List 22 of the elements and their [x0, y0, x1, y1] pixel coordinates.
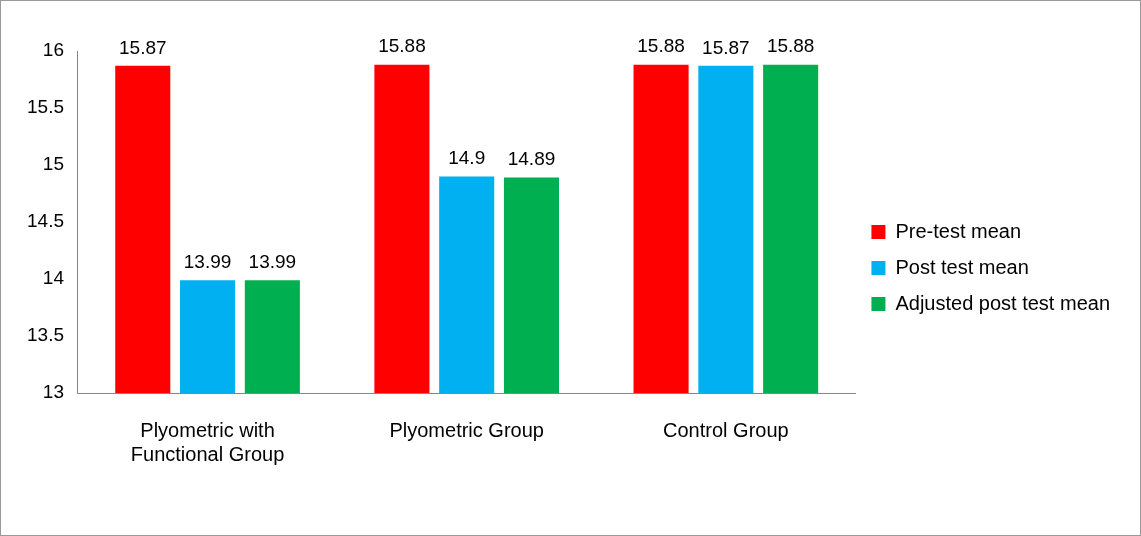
y-tick-label: 14 [42, 267, 65, 289]
y-tick-label: 15 [42, 153, 64, 175]
y-tick-label: 13.5 [27, 324, 64, 346]
y-tick-label: 16 [42, 39, 64, 61]
data-label: 15.88 [378, 35, 426, 57]
y-tick-label: 14.5 [27, 210, 64, 232]
x-tick-label: Plyometric with Functional Group [130, 418, 285, 465]
legend-label: Pre-test mean [895, 219, 1022, 242]
data-label: 13.99 [183, 250, 232, 272]
data-label: 15.87 [118, 36, 167, 58]
data-label: 14.9 [448, 147, 486, 169]
y-tick-label: 13 [42, 381, 64, 403]
x-tick-label: Plyometric Group [389, 418, 544, 441]
x-tick-label: Control Group [663, 418, 789, 441]
y-tick-label: 15.5 [27, 96, 64, 118]
legend-label: Post test mean [895, 255, 1029, 278]
data-label: 15.87 [702, 36, 750, 58]
legend-label: Adjusted post test mean [895, 291, 1111, 314]
data-label: 13.99 [248, 250, 297, 272]
data-label: 15.88 [637, 35, 685, 57]
data-label: 15.88 [766, 35, 815, 57]
data-label: 14.89 [507, 148, 556, 170]
